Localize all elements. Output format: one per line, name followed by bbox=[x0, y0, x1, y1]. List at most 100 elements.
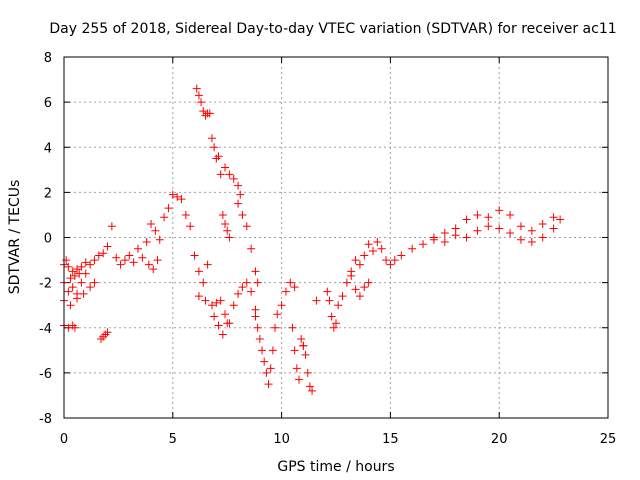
data-point bbox=[325, 296, 334, 305]
y-tick-label: 0 bbox=[44, 232, 52, 247]
data-point bbox=[149, 265, 158, 274]
data-point bbox=[355, 292, 364, 301]
data-point bbox=[201, 111, 210, 120]
data-point bbox=[473, 210, 482, 219]
data-point bbox=[234, 181, 243, 190]
data-point bbox=[351, 285, 360, 294]
data-point bbox=[173, 192, 182, 201]
data-point bbox=[212, 154, 221, 163]
data-point bbox=[234, 199, 243, 208]
data-point bbox=[506, 228, 515, 237]
data-point bbox=[210, 143, 219, 152]
data-point bbox=[207, 134, 216, 143]
data-point bbox=[451, 224, 460, 233]
data-point bbox=[253, 278, 262, 287]
data-point bbox=[223, 226, 232, 235]
data-point bbox=[177, 195, 186, 204]
data-point bbox=[332, 319, 340, 328]
plot-frame bbox=[63, 56, 609, 419]
y-tick-label: -6 bbox=[39, 367, 52, 382]
data-point bbox=[120, 256, 129, 265]
data-point bbox=[292, 364, 301, 373]
data-point bbox=[68, 267, 77, 276]
data-point bbox=[290, 346, 299, 355]
data-point bbox=[236, 190, 245, 199]
data-point bbox=[462, 215, 471, 224]
data-point bbox=[133, 244, 142, 253]
data-point bbox=[221, 163, 230, 172]
data-point bbox=[242, 278, 251, 287]
data-point bbox=[144, 260, 153, 269]
data-point bbox=[218, 210, 227, 219]
data-point bbox=[251, 267, 260, 276]
data-point bbox=[360, 283, 369, 292]
data-point bbox=[218, 330, 227, 339]
data-point bbox=[397, 251, 406, 260]
data-point bbox=[70, 323, 79, 332]
data-point bbox=[373, 238, 382, 247]
data-point bbox=[271, 323, 280, 332]
data-point bbox=[288, 323, 297, 332]
data-point bbox=[258, 346, 267, 355]
data-point bbox=[364, 278, 373, 287]
data-point bbox=[238, 283, 247, 292]
data-point bbox=[556, 215, 565, 224]
data-point bbox=[338, 292, 347, 301]
axis-ticks: 0 5 10 15 20 25 -8 -6 -4 -2 0 2 4 6 8 bbox=[39, 51, 616, 447]
data-point bbox=[164, 204, 173, 213]
data-point bbox=[329, 323, 338, 332]
data-point bbox=[86, 283, 95, 292]
data-point bbox=[214, 152, 223, 161]
x-axis-label: GPS time / hours bbox=[277, 459, 394, 475]
data-point bbox=[527, 238, 536, 247]
data-point bbox=[301, 350, 310, 359]
data-point bbox=[199, 107, 208, 116]
data-point bbox=[516, 235, 525, 244]
data-point bbox=[197, 98, 206, 107]
y-tick-label: -8 bbox=[39, 412, 52, 427]
data-point bbox=[286, 278, 295, 287]
x-tick-label: 5 bbox=[169, 432, 177, 447]
data-point bbox=[73, 294, 82, 303]
data-point bbox=[129, 258, 138, 267]
data-point bbox=[527, 226, 536, 235]
data-point bbox=[303, 368, 312, 377]
data-point bbox=[101, 330, 110, 339]
data-point bbox=[181, 210, 190, 219]
data-point bbox=[73, 265, 82, 274]
data-point bbox=[223, 319, 232, 328]
data-point bbox=[221, 219, 230, 228]
y-axis-label: SDTVAR / TECUs bbox=[7, 180, 23, 295]
data-point bbox=[264, 380, 273, 389]
data-point bbox=[94, 251, 103, 260]
data-point bbox=[79, 289, 88, 298]
data-point bbox=[99, 332, 108, 341]
data-point bbox=[251, 305, 260, 314]
data-point bbox=[549, 224, 558, 233]
data-point bbox=[212, 298, 221, 307]
data-point bbox=[323, 287, 332, 296]
data-point bbox=[327, 312, 336, 321]
data-point bbox=[308, 386, 317, 395]
data-point bbox=[138, 253, 147, 262]
data-point bbox=[160, 213, 169, 222]
data-point bbox=[90, 256, 99, 265]
data-point bbox=[347, 271, 356, 280]
data-point bbox=[247, 244, 256, 253]
data-point bbox=[192, 84, 201, 93]
data-point bbox=[268, 346, 277, 355]
data-point bbox=[62, 256, 71, 265]
y-tick-label: 2 bbox=[44, 186, 52, 201]
data-point bbox=[360, 251, 369, 260]
data-point bbox=[86, 260, 95, 269]
data-point bbox=[66, 301, 75, 310]
data-point bbox=[297, 335, 306, 344]
data-point bbox=[368, 247, 377, 256]
data-point bbox=[440, 228, 449, 237]
data-point bbox=[473, 226, 482, 235]
data-point bbox=[203, 260, 212, 269]
data-point bbox=[96, 335, 105, 344]
data-point bbox=[251, 312, 260, 321]
data-point bbox=[205, 109, 214, 118]
data-point bbox=[112, 253, 121, 262]
